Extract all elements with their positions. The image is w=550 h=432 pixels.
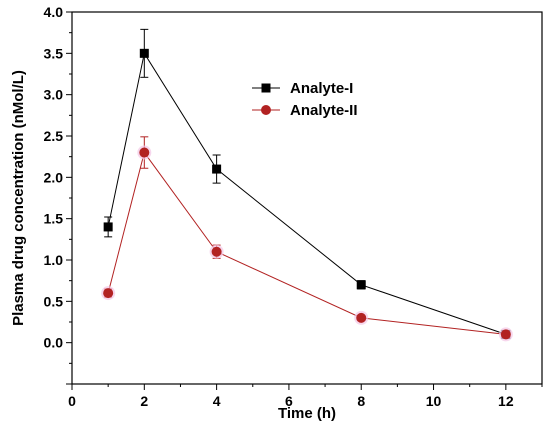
x-tick-label: 10 xyxy=(426,393,442,409)
plot-frame xyxy=(71,11,543,385)
x-axis-title: Time (h) xyxy=(278,405,336,422)
plot-area xyxy=(71,11,543,385)
series-2 xyxy=(101,136,513,342)
data-point xyxy=(211,246,222,257)
legend-label-analyte-i: Analyte-I xyxy=(290,80,353,97)
data-point xyxy=(212,164,222,174)
series-layer xyxy=(101,28,513,342)
data-point xyxy=(139,147,150,158)
y-tick-label: 0.5 xyxy=(44,293,64,309)
y-tick-label: 2.5 xyxy=(44,128,64,144)
y-tick-label: 1.5 xyxy=(44,211,64,227)
x-tick-labels: 0 2 4 6 8 10 12 xyxy=(68,393,514,409)
x-tick-label: 2 xyxy=(140,393,148,409)
legend: Analyte-I Analyte-II xyxy=(252,80,358,119)
axis-ticks xyxy=(66,11,543,390)
y-tick-label: 1.0 xyxy=(44,252,64,268)
x-tick-label: 8 xyxy=(357,393,365,409)
data-point xyxy=(103,288,114,299)
legend-marker-analyte-ii xyxy=(261,105,271,115)
x-tick-label: 0 xyxy=(68,393,76,409)
series-line xyxy=(107,151,506,335)
legend-marker-analyte-i xyxy=(261,83,271,93)
y-tick-label: 4.0 xyxy=(44,4,64,20)
data-point xyxy=(103,222,113,232)
data-point xyxy=(500,329,511,340)
y-tick-labels: 0.0 0.5 1.0 1.5 2.0 2.5 3.0 3.5 4.0 xyxy=(44,4,64,351)
data-point xyxy=(356,312,367,323)
data-point xyxy=(356,280,366,290)
data-point xyxy=(139,48,149,58)
y-axis-title: Plasma drug concentration (nMol/L) xyxy=(10,70,27,326)
y-tick-label: 0.0 xyxy=(44,335,64,351)
x-tick-label: 6 xyxy=(285,393,293,409)
y-tick-label: 3.0 xyxy=(44,87,64,103)
y-tick-label: 3.5 xyxy=(44,45,64,61)
x-tick-label: 12 xyxy=(498,393,514,409)
y-tick-label: 2.0 xyxy=(44,169,64,185)
legend-item-analyte-i: Analyte-I xyxy=(252,80,353,97)
x-tick-label: 4 xyxy=(213,393,221,409)
legend-item-analyte-ii: Analyte-II xyxy=(252,102,358,119)
legend-label-analyte-ii: Analyte-II xyxy=(290,102,358,119)
series-1 xyxy=(103,28,511,339)
